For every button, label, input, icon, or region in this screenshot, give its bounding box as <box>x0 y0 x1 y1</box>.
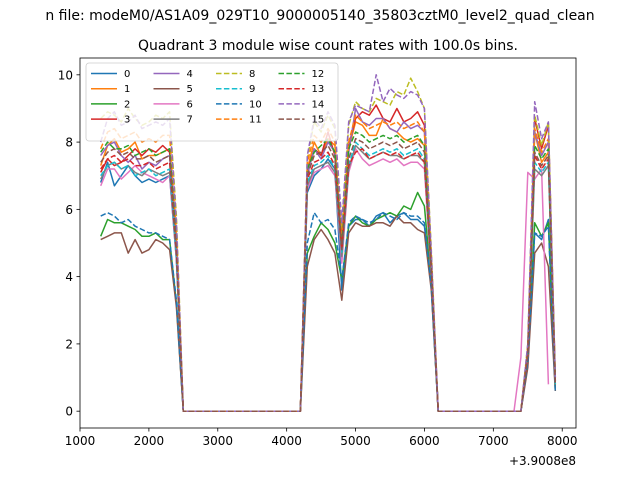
series-line-13 <box>100 148 557 412</box>
legend-label-11: 11 <box>249 115 262 126</box>
series-line-7 <box>100 144 557 412</box>
legend-label-12: 12 <box>312 69 325 80</box>
x-tick-label: 5000 <box>340 434 371 448</box>
legend-label-0: 0 <box>124 69 130 80</box>
legend-label-3: 3 <box>124 115 130 126</box>
y-tick-label: 4 <box>65 270 73 284</box>
legend-box <box>85 62 339 142</box>
legend-label-13: 13 <box>312 84 325 95</box>
x-tick-label: 4000 <box>271 434 302 448</box>
series-line-0 <box>99 158 557 412</box>
series-line-3 <box>100 104 557 412</box>
legend-label-6: 6 <box>187 99 193 110</box>
x-tick-label: 1000 <box>65 434 96 448</box>
series-line-10 <box>100 211 557 412</box>
legend-label-7: 7 <box>187 115 193 126</box>
series-line-9 <box>100 141 557 412</box>
suptitle-text: n file: modeM0/AS1A09_029T10_9000005140_… <box>45 8 595 24</box>
figure-suptitle: n file: modeM0/AS1A09_029T10_9000005140_… <box>0 8 640 24</box>
x-tick-label: 6000 <box>409 434 440 448</box>
series-line-12 <box>100 131 557 412</box>
y-tick-label: 10 <box>58 68 73 82</box>
chart-title: Quadrant 3 module wise count rates with … <box>138 38 518 54</box>
legend-label-9: 9 <box>249 84 255 95</box>
plot-frame <box>79 57 577 429</box>
x-tick-label: 3000 <box>203 434 234 448</box>
legend-label-4: 4 <box>187 69 193 80</box>
y-tick-label: 8 <box>65 136 73 150</box>
series-line-15 <box>100 137 557 412</box>
legend-label-2: 2 <box>124 99 130 110</box>
y-tick-label: 0 <box>65 405 73 419</box>
legend-label-15: 15 <box>312 115 325 126</box>
series-line-5 <box>100 215 557 412</box>
legend-label-10: 10 <box>249 99 262 110</box>
x-tick-label: 7000 <box>478 434 509 448</box>
series-line-6 <box>100 148 550 412</box>
legend-label-8: 8 <box>249 69 255 80</box>
series-line-2 <box>100 191 557 412</box>
legend-label-5: 5 <box>187 84 193 95</box>
y-tick-label: 2 <box>65 337 73 351</box>
legend-label-1: 1 <box>124 84 130 95</box>
series-line-4 <box>100 107 557 412</box>
legend-label-14: 14 <box>312 99 325 110</box>
y-tick-label: 6 <box>65 203 73 217</box>
x-tick-label: 2000 <box>134 434 165 448</box>
x-axis-offset-label: +3.9008e8 <box>509 454 576 468</box>
x-tick-label: 8000 <box>547 434 578 448</box>
